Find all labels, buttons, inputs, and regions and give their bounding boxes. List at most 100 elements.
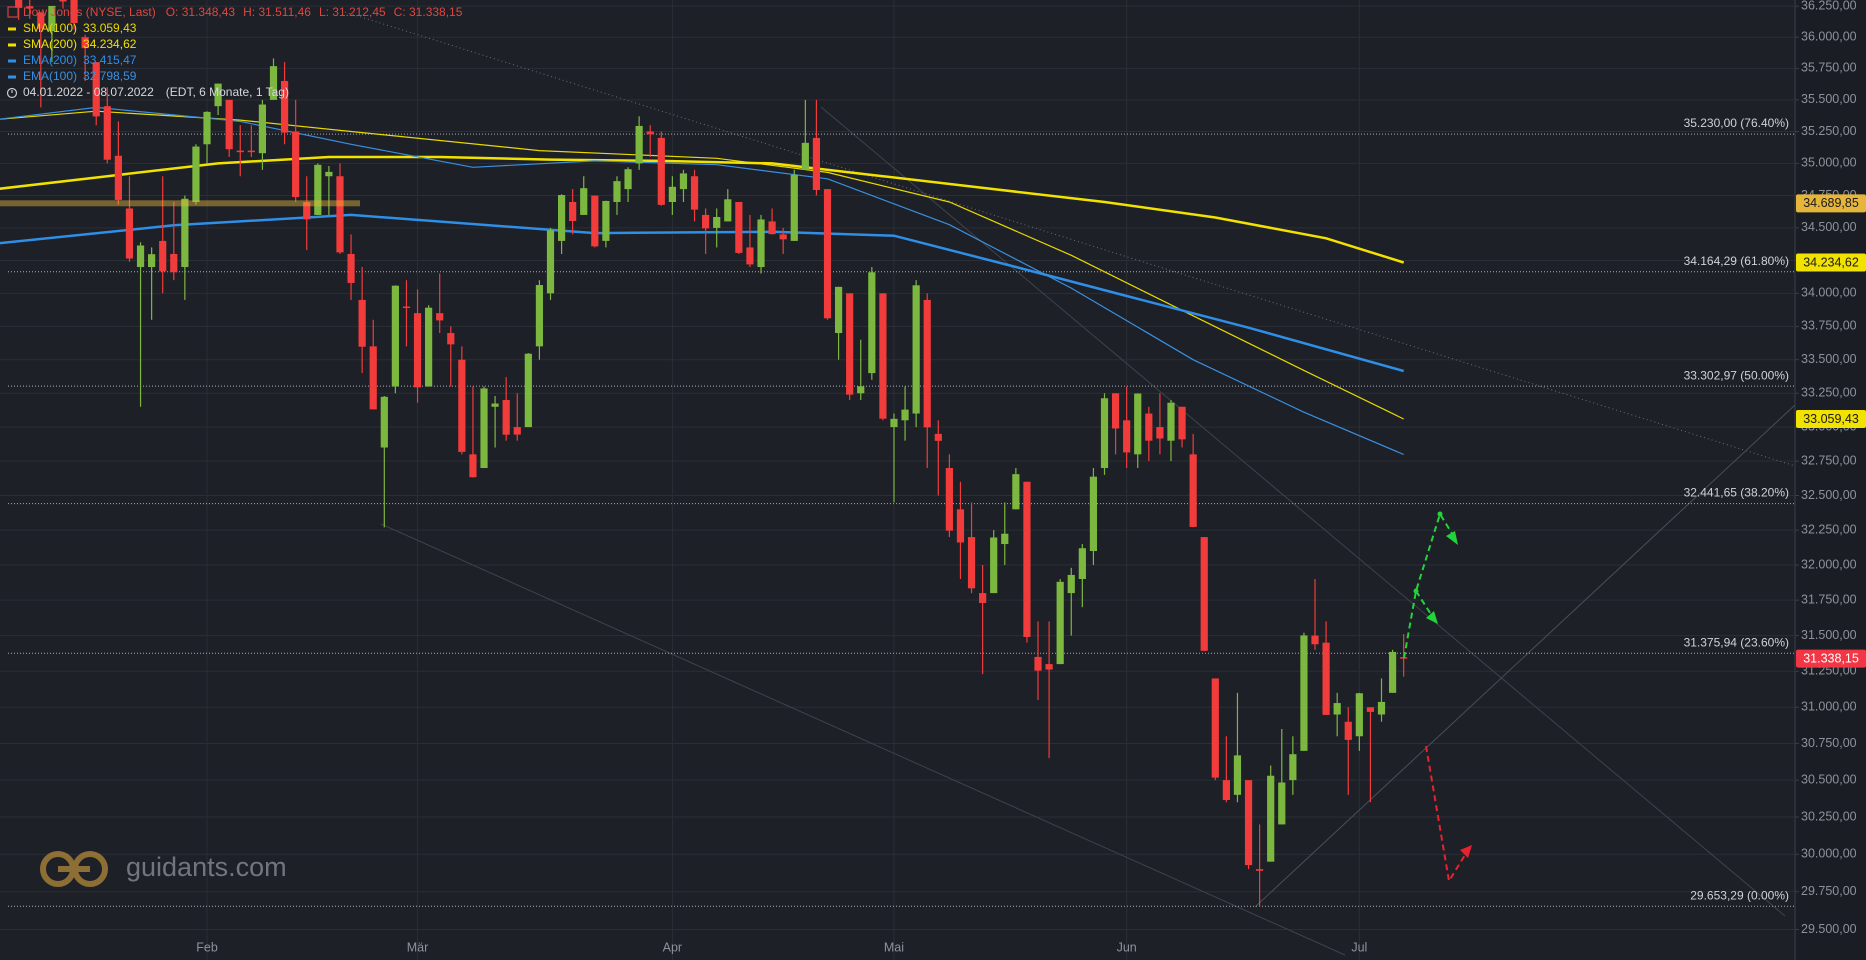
candle-body (1311, 635, 1319, 645)
y-tick-label: 32.250,00 (1801, 522, 1857, 536)
candle-body (1012, 474, 1020, 510)
candle-body (1289, 754, 1297, 781)
period-info: (EDT, 6 Monate, 1 Tag) (166, 85, 289, 99)
y-tick-label: 30.000,00 (1801, 846, 1857, 860)
candle-body (779, 234, 787, 240)
candle-body (81, 37, 89, 49)
candle-body (646, 131, 654, 135)
y-tick-label: 29.500,00 (1801, 922, 1857, 936)
ohlc-value: H: 31.511,46 (243, 5, 311, 19)
axes: 29.500,00 29.750,00 30.000,00 30.250,00 30.5… (196, 0, 1856, 954)
price-level-band (0, 200, 360, 207)
y-tick-label: 36.000,00 (1801, 29, 1857, 43)
candle-body (181, 198, 189, 268)
price-axis-background (1795, 0, 1866, 960)
y-tick-label: 34.000,00 (1801, 286, 1857, 300)
y-tick-label: 31.500,00 (1801, 628, 1857, 642)
legend-value: 33.059,43 (83, 21, 137, 35)
candle-body (1167, 402, 1175, 441)
legend-name: EMA(200) (23, 53, 77, 67)
legend: Dow Jones (NYSE, Last) 04.01.2022 - 08.0… (6, 5, 463, 99)
candle-body (1267, 775, 1275, 862)
candle-body (59, 0, 67, 2)
y-tick-label: 30.750,00 (1801, 736, 1857, 750)
candle-body (724, 199, 732, 222)
candle-body (480, 388, 488, 469)
indicator-line (0, 213, 1405, 373)
candle-body (1156, 427, 1164, 439)
candle-body (314, 164, 322, 215)
candle-body (1233, 755, 1242, 795)
candle-body (1222, 780, 1230, 801)
candle-body (679, 173, 688, 190)
candle-body (1111, 393, 1120, 429)
candle-body (192, 146, 200, 203)
candle-body (1001, 533, 1009, 545)
y-tick-label: 33.500,00 (1801, 352, 1857, 366)
fib-label: 32.441,65 (38.20%) (1684, 486, 1789, 500)
candle-body (491, 403, 499, 407)
candle-body (668, 186, 676, 203)
arrow-head (1460, 845, 1472, 858)
candle-body (923, 299, 931, 428)
watermark: guidants.com (40, 851, 287, 887)
x-tick-label: Feb (196, 940, 218, 954)
candle-body (1034, 656, 1042, 671)
candle-body (136, 245, 145, 268)
instrument-title: Dow Jones (NYSE, Last) (23, 5, 156, 19)
candle-body (1056, 581, 1064, 665)
candle-body (1333, 703, 1341, 715)
candle-body (812, 137, 821, 191)
fib-label: 31.375,94 (23.60%) (1684, 635, 1789, 649)
y-tick-label: 32.500,00 (1801, 488, 1857, 502)
y-tick-label: 31.000,00 (1801, 700, 1857, 714)
candle-body (690, 176, 699, 210)
pivot (1437, 511, 1443, 517)
candle-body (391, 285, 399, 387)
y-tick-label: 34.500,00 (1801, 220, 1857, 234)
candle-body (236, 150, 244, 153)
candle-body (447, 333, 455, 345)
candle-body (757, 219, 765, 268)
candle-body (1344, 721, 1352, 740)
arrow-head (1446, 531, 1458, 545)
y-tick-label: 33.250,00 (1801, 386, 1857, 400)
candle-body (380, 396, 388, 448)
candle-body (203, 111, 211, 145)
candle-body (1023, 481, 1031, 637)
candle-body (269, 66, 278, 100)
legend-name: EMA(100) (23, 69, 77, 83)
candle-body (990, 537, 998, 594)
instrument-icon (7, 6, 19, 18)
candle-body (524, 353, 532, 428)
candle-body (1256, 869, 1264, 871)
price-marker-label: 34.234,62 (1803, 255, 1859, 269)
candle-body (1322, 642, 1330, 715)
candle-body (402, 306, 411, 309)
y-tick-label: 29.750,00 (1801, 884, 1857, 898)
candle-body (159, 240, 167, 272)
candle-body (735, 202, 743, 253)
pivot (1413, 588, 1419, 594)
candle-body (425, 307, 433, 387)
legend-value: 34.234,62 (83, 37, 137, 51)
candle-body (1100, 398, 1109, 469)
candle-body (1355, 693, 1363, 737)
ohlc-value: C: 31.338,15 (394, 5, 463, 19)
candle-body (1300, 635, 1308, 751)
candle-body (624, 169, 632, 190)
candle-body (48, 5, 56, 31)
candle-body (879, 293, 887, 419)
candle-body (702, 214, 710, 229)
candle-body (1211, 678, 1219, 778)
price-marker-label: 34.689,85 (1803, 196, 1859, 210)
candle-body (979, 593, 987, 603)
candle-body (247, 150, 255, 153)
y-tick-label: 30.250,00 (1801, 809, 1857, 823)
candle-body (1134, 393, 1142, 455)
candle-body (901, 409, 909, 421)
legend-value: 32.798,59 (83, 69, 137, 83)
candle-body (890, 418, 898, 428)
candle-body (768, 221, 776, 235)
